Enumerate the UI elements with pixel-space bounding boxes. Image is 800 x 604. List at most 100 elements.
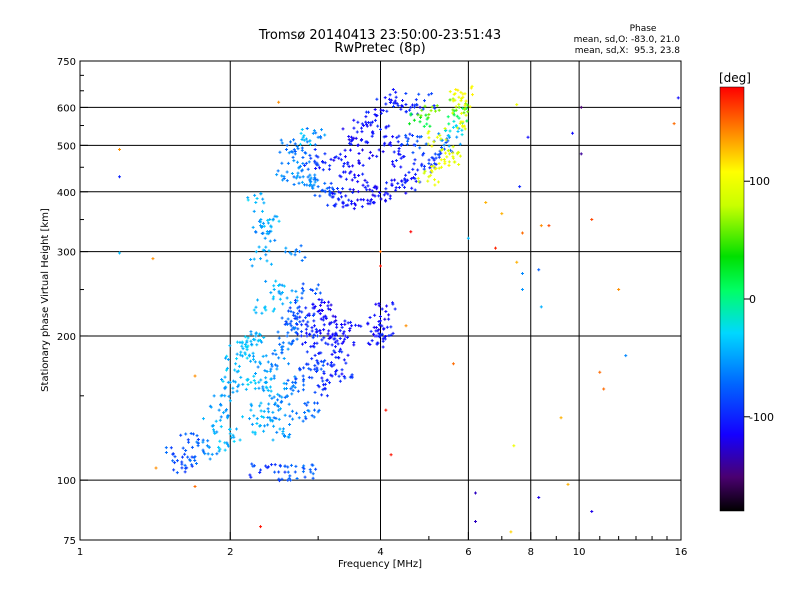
data-point xyxy=(225,416,229,420)
data-point xyxy=(309,288,313,292)
data-point xyxy=(275,404,279,408)
data-point xyxy=(410,186,414,190)
data-point xyxy=(231,379,235,383)
data-point xyxy=(343,334,347,338)
data-point xyxy=(184,448,188,452)
data-point xyxy=(253,387,257,391)
data-point xyxy=(300,168,304,172)
data-point xyxy=(332,349,336,353)
data-point xyxy=(365,180,369,184)
data-point xyxy=(399,179,403,183)
data-point xyxy=(193,458,197,462)
data-point xyxy=(278,427,282,431)
data-point xyxy=(183,452,187,456)
data-point xyxy=(338,379,342,383)
data-point xyxy=(339,191,343,195)
data-point xyxy=(237,369,241,373)
data-point xyxy=(259,378,263,382)
data-point xyxy=(190,455,194,459)
data-point xyxy=(294,381,298,385)
data-point xyxy=(275,367,279,371)
data-point xyxy=(311,472,315,476)
data-point xyxy=(235,427,239,431)
data-point xyxy=(350,376,354,380)
data-point xyxy=(273,349,277,353)
data-point xyxy=(277,100,281,104)
data-point xyxy=(328,334,332,338)
data-point xyxy=(458,142,462,146)
data-point xyxy=(294,330,298,334)
data-point xyxy=(339,322,343,326)
data-point xyxy=(268,239,272,243)
data-point xyxy=(283,470,287,474)
data-point xyxy=(190,464,194,468)
data-point xyxy=(411,167,415,171)
data-point xyxy=(319,359,323,363)
data-point xyxy=(295,477,299,481)
data-point xyxy=(312,129,316,133)
data-point xyxy=(455,135,459,139)
data-point xyxy=(389,98,393,102)
data-point xyxy=(164,446,168,450)
data-point xyxy=(440,145,443,149)
data-point xyxy=(249,339,253,343)
data-point xyxy=(330,186,334,190)
data-point xyxy=(329,363,333,367)
data-point xyxy=(394,188,398,192)
data-point xyxy=(247,353,251,357)
data-point xyxy=(423,104,427,108)
data-point xyxy=(249,359,253,363)
data-point xyxy=(448,90,452,94)
data-point xyxy=(300,310,304,314)
data-point xyxy=(311,313,315,317)
data-point xyxy=(346,162,350,166)
data-point xyxy=(461,95,465,99)
data-point xyxy=(307,375,311,379)
data-point xyxy=(302,289,306,293)
data-point xyxy=(446,149,450,153)
data-point xyxy=(241,347,245,351)
data-point xyxy=(331,188,335,192)
data-point xyxy=(393,307,397,311)
data-point xyxy=(342,358,346,362)
data-point xyxy=(301,388,305,392)
data-point xyxy=(331,195,335,199)
data-point xyxy=(237,383,241,387)
data-point xyxy=(246,336,250,340)
data-point xyxy=(253,381,257,385)
data-point xyxy=(303,411,307,415)
data-point xyxy=(283,464,287,468)
data-point xyxy=(249,257,253,261)
data-point xyxy=(340,372,344,376)
data-point xyxy=(316,163,320,167)
data-point xyxy=(245,378,249,382)
data-point xyxy=(275,173,279,177)
data-point xyxy=(323,133,327,137)
data-point xyxy=(212,428,216,432)
data-point xyxy=(287,476,291,480)
data-point xyxy=(329,157,333,161)
data-point xyxy=(409,177,413,181)
data-point xyxy=(377,194,381,198)
data-point xyxy=(440,165,443,169)
data-point xyxy=(293,470,297,474)
data-point xyxy=(311,344,315,348)
data-point xyxy=(436,180,440,184)
data-point xyxy=(361,183,365,187)
y-tick-label: 400 xyxy=(57,188,76,199)
data-point xyxy=(220,393,224,397)
data-point xyxy=(304,417,308,421)
data-point xyxy=(316,384,320,388)
data-point xyxy=(203,452,207,456)
data-point xyxy=(435,104,439,108)
y-tick-label: 200 xyxy=(57,332,76,343)
data-point xyxy=(292,175,296,179)
data-point xyxy=(387,334,391,338)
data-point xyxy=(361,163,365,167)
data-point xyxy=(186,438,190,442)
data-point xyxy=(422,124,426,128)
data-point xyxy=(333,350,337,354)
data-point xyxy=(234,362,238,366)
data-point xyxy=(262,429,266,433)
data-point xyxy=(455,114,459,118)
